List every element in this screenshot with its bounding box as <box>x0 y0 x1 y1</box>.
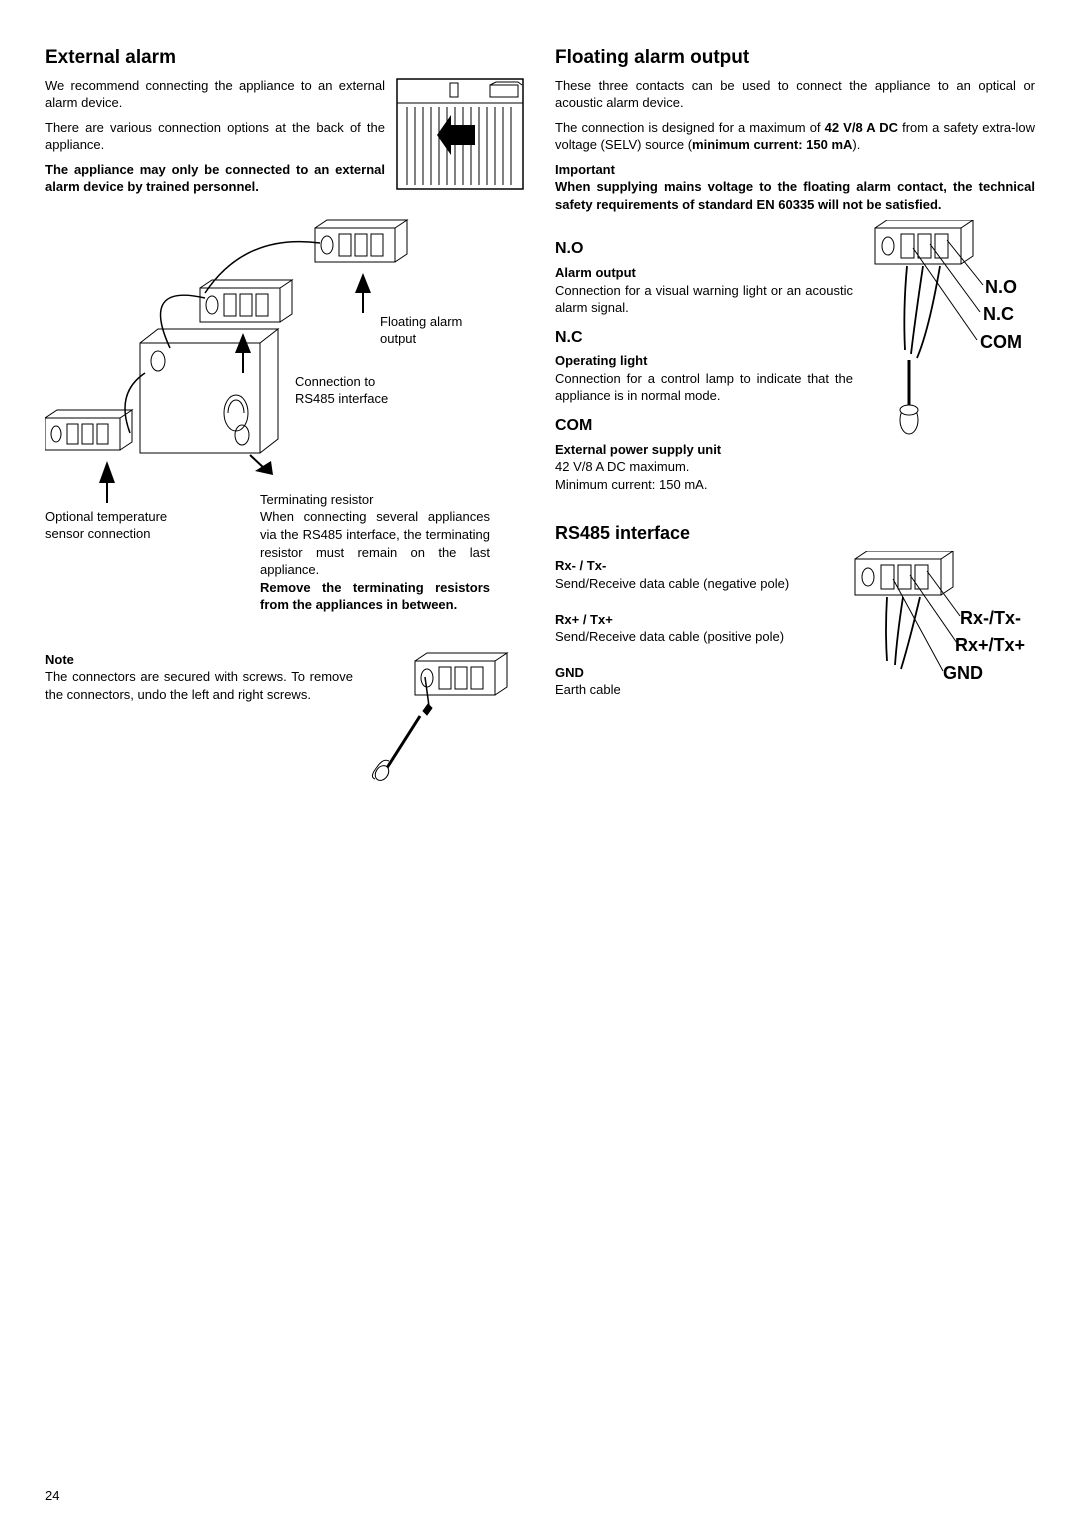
rxminus-text: Send/Receive data cable (negative pole) <box>555 575 833 593</box>
nc-sub: Operating light <box>555 352 853 370</box>
conn-label-com: COM <box>980 330 1022 354</box>
conn-label-rxm: Rx-/Tx- <box>960 606 1021 630</box>
gnd-heading: GND <box>555 664 833 682</box>
conn-label-rxp: Rx+/Tx+ <box>955 633 1025 657</box>
no-heading: N.O <box>555 238 853 260</box>
no-text: Connection for a visual warning light or… <box>555 282 853 317</box>
note-heading: Note <box>45 651 353 669</box>
right-intro-2: The connection is designed for a maximum… <box>555 119 1035 154</box>
label-opt-temp-1: Optional temperature <box>45 508 245 526</box>
heading-external-alarm: External alarm <box>45 45 525 71</box>
appliance-rear-icon <box>395 77 525 192</box>
note-text: The connectors are secured with screws. … <box>45 668 353 703</box>
label-floating-alarm-1: Floating alarm <box>380 313 462 331</box>
label-floating-alarm-2: output <box>380 330 462 348</box>
connector-no-nc-com-icon: N.O N.C COM <box>865 220 1035 450</box>
conn-label-gnd: GND <box>943 661 983 685</box>
heading-floating-alarm-output: Floating alarm output <box>555 45 1035 71</box>
right-intro-1: These three contacts can be used to conn… <box>555 77 1035 112</box>
important-text: When supplying mains voltage to the floa… <box>555 178 1035 213</box>
screwdriver-connector-icon <box>365 651 525 781</box>
connector-rs485-icon: Rx-/Tx- Rx+/Tx+ GND <box>845 551 1035 711</box>
label-term-resistor: Terminating resistor <box>260 491 490 509</box>
com-text-2: Minimum current: 150 mA. <box>555 476 853 494</box>
intro-1: We recommend connecting the appliance to… <box>45 77 385 112</box>
rs485-heading: RS485 interface <box>555 521 1035 545</box>
com-text-1: 42 V/8 A DC maximum. <box>555 458 853 476</box>
rxminus-heading: Rx- / Tx- <box>555 557 833 575</box>
page-number: 24 <box>45 1487 59 1505</box>
gnd-text: Earth cable <box>555 681 833 699</box>
label-term-resistor-bold: Remove the terminating resis­tors from t… <box>260 579 490 614</box>
label-opt-temp-2: sensor connection <box>45 525 245 543</box>
com-sub: External power supply unit <box>555 441 853 459</box>
rxplus-text: Send/Receive data cable (positive pole) <box>555 628 833 646</box>
nc-text: Connection for a control lamp to indicat… <box>555 370 853 405</box>
intro-3: The appliance may only be connected to a… <box>45 161 385 196</box>
label-connection-to: Connection to <box>295 373 388 391</box>
com-heading: COM <box>555 415 853 437</box>
important-heading: Important <box>555 161 1035 179</box>
conn-label-nc: N.C <box>983 302 1014 326</box>
rxplus-heading: Rx+ / Tx+ <box>555 611 833 629</box>
connection-diagram: Floating alarm output Connection to RS48… <box>45 213 525 643</box>
intro-2: There are various connection options at … <box>45 119 385 154</box>
label-term-resistor-text: When connecting several appli­ances via … <box>260 508 490 578</box>
label-rs485: RS485 interface <box>295 390 388 408</box>
no-sub: Alarm output <box>555 264 853 282</box>
nc-heading: N.C <box>555 327 853 349</box>
conn-label-no: N.O <box>985 275 1017 299</box>
